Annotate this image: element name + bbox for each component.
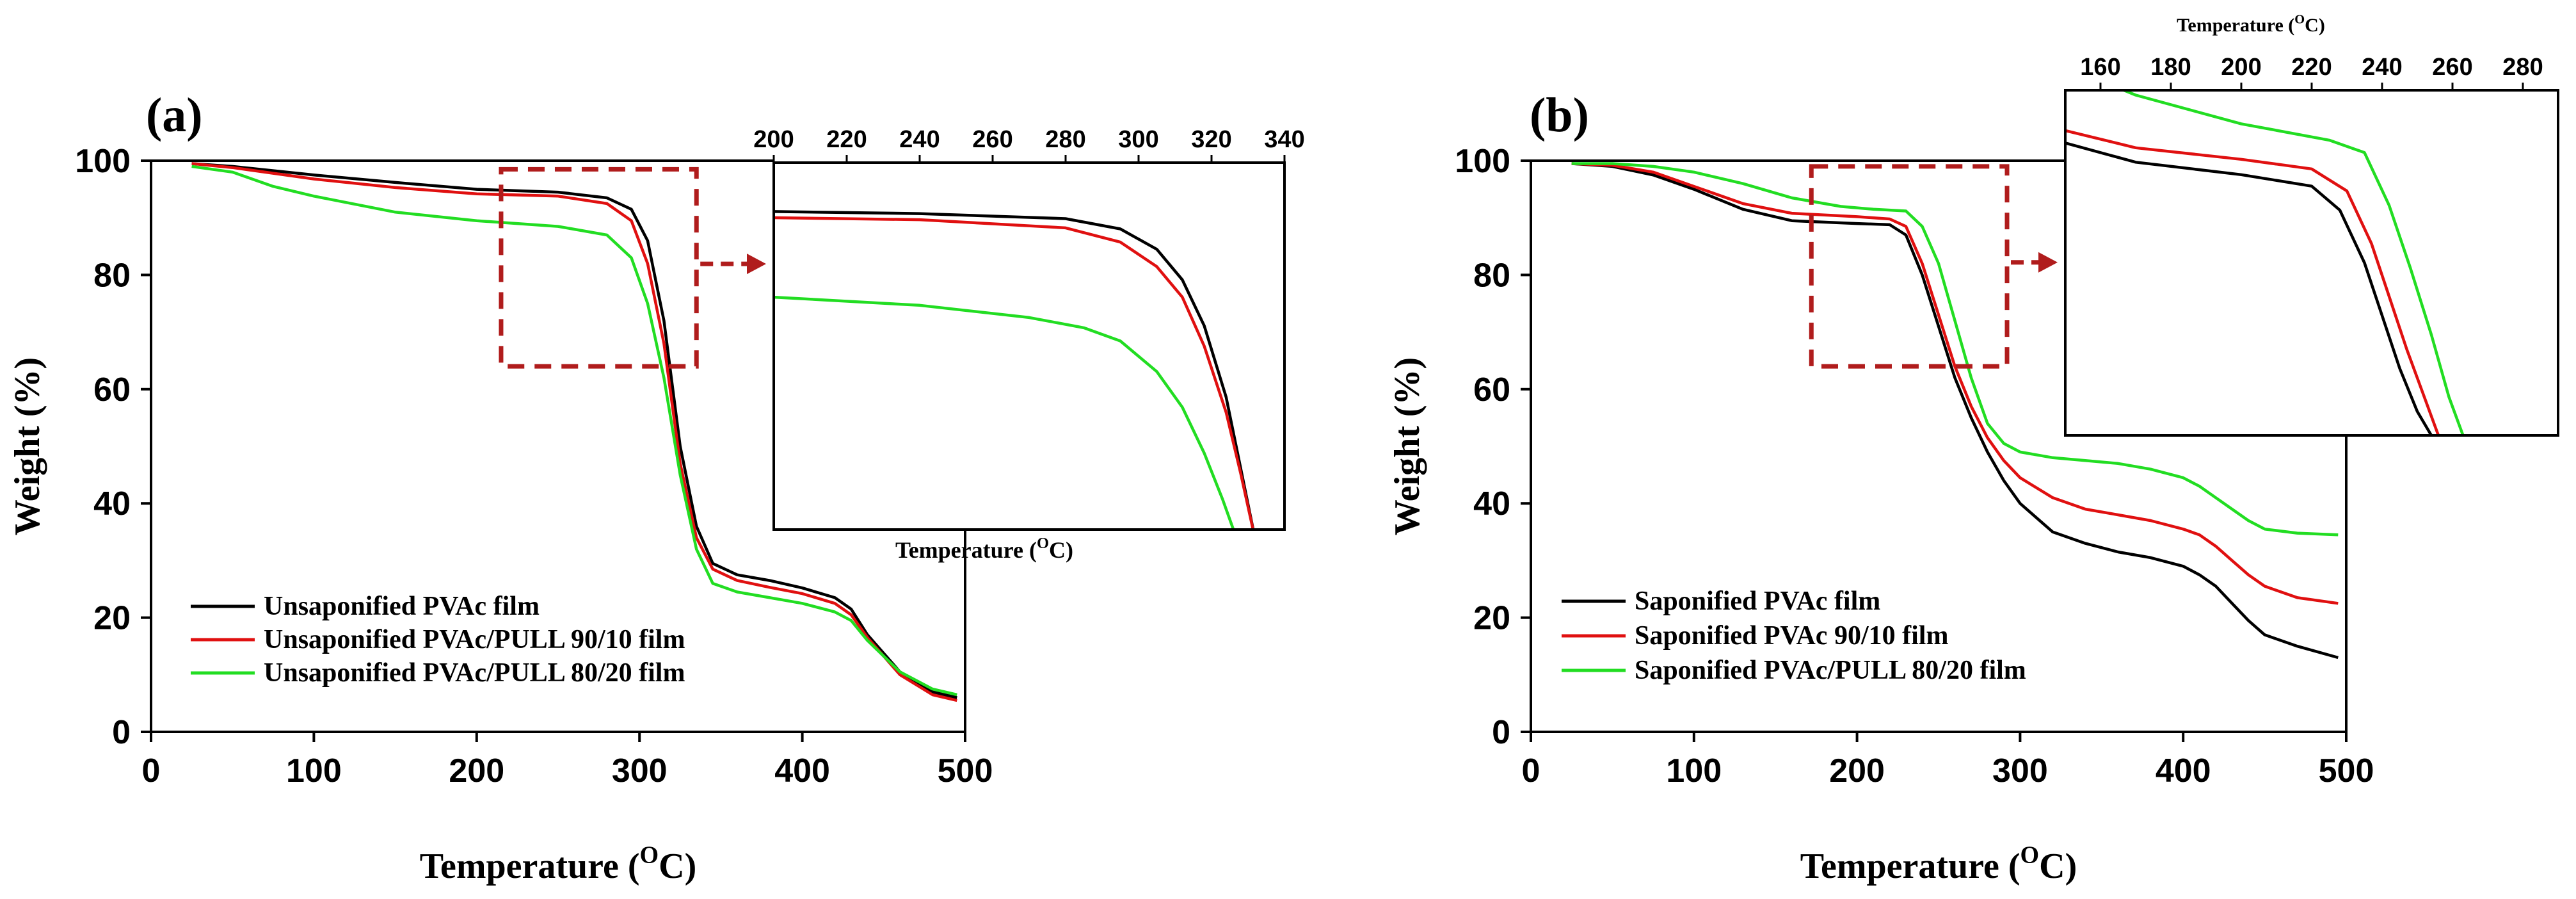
inset-x-tick-label: 260 xyxy=(2432,54,2472,81)
zoom-arrow-head xyxy=(2038,252,2058,273)
inset-x-axis-title-sup: O xyxy=(1037,535,1049,552)
inset-x-tick-label: 220 xyxy=(2291,54,2332,81)
x-tick-label: 100 xyxy=(286,752,342,790)
x-tick-label: 400 xyxy=(774,752,830,790)
series-line-2 xyxy=(1571,162,2339,605)
inset-x-tick-label: 240 xyxy=(2362,54,2402,81)
inset-x-axis-title: Temperature (OC) xyxy=(895,535,1073,563)
x-axis-title-text: Temperature ( xyxy=(1800,846,2020,886)
y-tick-label: 60 xyxy=(93,371,131,409)
inset-x-tick-label: 200 xyxy=(753,126,794,153)
x-tick-label: 200 xyxy=(1829,752,1885,790)
y-tick-label: 40 xyxy=(1473,485,1510,522)
x-axis-title: Temperature (OC) xyxy=(420,841,696,886)
series-line-3 xyxy=(1571,162,2339,537)
inset-x-tick-label: 240 xyxy=(899,126,940,153)
series-line-3 xyxy=(191,165,957,697)
y-tick-label: 100 xyxy=(75,143,131,180)
x-axis-title-unit: C) xyxy=(659,846,696,886)
x-tick-label: 500 xyxy=(2319,752,2374,790)
x-axis-title-text: Temperature ( xyxy=(420,846,640,886)
panel-a: (a) 0 100 200 300 400 500 0 20 40 60 80 100 Temperatu… xyxy=(8,88,1305,886)
series-line-2 xyxy=(191,162,957,702)
inset-series-line-1 xyxy=(774,210,1255,530)
y-tick-label: 100 xyxy=(1455,143,1510,180)
series-group xyxy=(191,162,957,702)
x-tick-label: 200 xyxy=(449,752,504,790)
x-tick-label: 300 xyxy=(1992,752,2048,790)
inset-x-axis-title-sup: O xyxy=(2294,12,2305,26)
inset-series-line-1 xyxy=(2065,142,2433,435)
x-axis-title-sup: O xyxy=(2020,841,2040,868)
x-tick-label: 100 xyxy=(1666,752,1722,790)
inset-x-axis-title-unit: C) xyxy=(1049,537,1073,563)
y-axis-title: Weight (%) xyxy=(1388,357,1427,535)
inset-x-axis-title: Temperature (OC) xyxy=(2177,12,2325,36)
x-tick-label: 0 xyxy=(142,752,161,790)
inset-x-tick-label: 280 xyxy=(1045,126,1085,153)
y-tick-label: 60 xyxy=(1473,371,1510,409)
inset-x-tick-label: 280 xyxy=(2502,54,2543,81)
y-tick-label: 40 xyxy=(93,485,131,522)
y-tick-label: 20 xyxy=(1473,600,1510,637)
zoom-box xyxy=(499,166,699,369)
y-tick-label: 80 xyxy=(1473,257,1510,294)
inset-series-line-2 xyxy=(774,216,1255,530)
inset-x-tick-label: 320 xyxy=(1191,126,1231,153)
inset-series-line-2 xyxy=(2065,129,2440,435)
inset-x-tick-label: 200 xyxy=(2221,54,2261,81)
series-group xyxy=(1571,162,2339,660)
x-tick-label: 400 xyxy=(2156,752,2211,790)
x-axis-title: Temperature (OC) xyxy=(1800,841,2077,886)
zoom-box xyxy=(1809,164,2010,369)
zoom-arrow-head xyxy=(747,254,766,275)
legend-label-3: Saponified PVAc/PULL 80/20 film xyxy=(1635,656,2026,685)
y-tick-label: 20 xyxy=(93,600,131,637)
x-tick-label: 0 xyxy=(1522,752,1540,790)
inset-x-tick-label: 340 xyxy=(1264,126,1304,153)
inset-x-tick-label: 160 xyxy=(2080,54,2120,81)
inset-frame xyxy=(772,161,1286,531)
panel-label: (b) xyxy=(1530,88,1589,142)
y-tick-label: 0 xyxy=(112,714,131,751)
inset-x-tick-label: 300 xyxy=(1118,126,1158,153)
inset-series-line-3 xyxy=(774,295,1235,530)
inset-x-tick-label: 260 xyxy=(972,126,1012,153)
panel-b: (b) 0 100 200 300 400 500 0 20 40 60 80 100 Temperatu… xyxy=(1388,12,2559,886)
inset-x-axis-title-unit: C) xyxy=(2305,15,2325,36)
y-tick-label: 0 xyxy=(1492,714,1510,751)
x-axis-title-sup: O xyxy=(640,841,659,868)
inset-x-axis-title-text: Temperature ( xyxy=(895,537,1037,563)
inset-series-line-3 xyxy=(2120,90,2465,435)
y-axis-title: Weight (%) xyxy=(8,357,47,535)
inset-background xyxy=(774,163,1284,530)
inset-x-tick-label: 180 xyxy=(2150,54,2191,81)
x-tick-label: 300 xyxy=(612,752,668,790)
inset-series-group xyxy=(774,210,1255,530)
legend-label-2: Saponified PVAc 90/10 film xyxy=(1635,621,1948,651)
series-line-1 xyxy=(191,162,957,699)
x-axis-title-unit: C) xyxy=(2039,846,2077,886)
inset-background xyxy=(2065,90,2558,435)
legend-label-3: Unsaponified PVAc/PULL 80/20 film xyxy=(264,658,685,688)
inset-series-group xyxy=(2065,90,2465,435)
inset-x-tick-label: 220 xyxy=(826,126,867,153)
inset-x-axis-title-text: Temperature ( xyxy=(2177,15,2294,36)
panel-label: (a) xyxy=(146,88,203,142)
legend-label-1: Unsaponified PVAc film xyxy=(264,592,540,621)
y-tick-label: 80 xyxy=(93,257,131,294)
legend-label-2: Unsaponified PVAc/PULL 90/10 film xyxy=(264,625,685,654)
x-tick-label: 500 xyxy=(938,752,993,790)
legend-label-1: Saponified PVAc film xyxy=(1635,587,1880,616)
series-line-1 xyxy=(1571,162,2339,660)
